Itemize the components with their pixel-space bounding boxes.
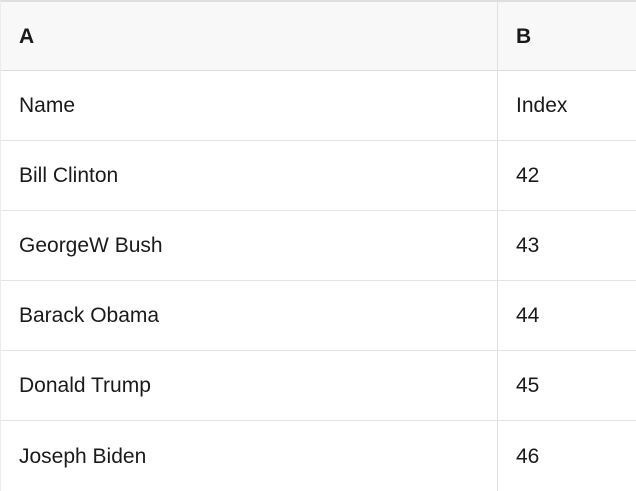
table-row: GeorgeW Bush 43 [1, 211, 636, 281]
cell-a5[interactable]: Donald Trump [1, 351, 498, 420]
cell-a6[interactable]: Joseph Biden [1, 421, 498, 491]
table-row: Name Index [1, 71, 636, 141]
cell-b1[interactable]: Index [516, 94, 568, 117]
cell-a3[interactable]: GeorgeW Bush [1, 211, 498, 280]
cell-a2[interactable]: Bill Clinton [1, 141, 498, 210]
cell-b2[interactable]: 42 [516, 164, 540, 187]
table-row: Joseph Biden 46 [1, 421, 636, 491]
cell-b6[interactable]: 46 [516, 444, 540, 468]
column-header-row: A B [1, 2, 636, 71]
table-row: Bill Clinton 42 [1, 141, 636, 211]
cell-b3[interactable]: 43 [516, 234, 540, 257]
column-header-a[interactable]: A [1, 2, 498, 70]
cell-a1[interactable]: Name [1, 71, 498, 140]
table-row: Barack Obama 44 [1, 281, 636, 351]
cell-a4[interactable]: Barack Obama [1, 281, 498, 350]
cell-b5[interactable]: 45 [516, 374, 540, 397]
column-header-b[interactable]: B [516, 24, 532, 48]
cell-b4[interactable]: 44 [516, 304, 540, 327]
table-row: Donald Trump 45 [1, 351, 636, 421]
